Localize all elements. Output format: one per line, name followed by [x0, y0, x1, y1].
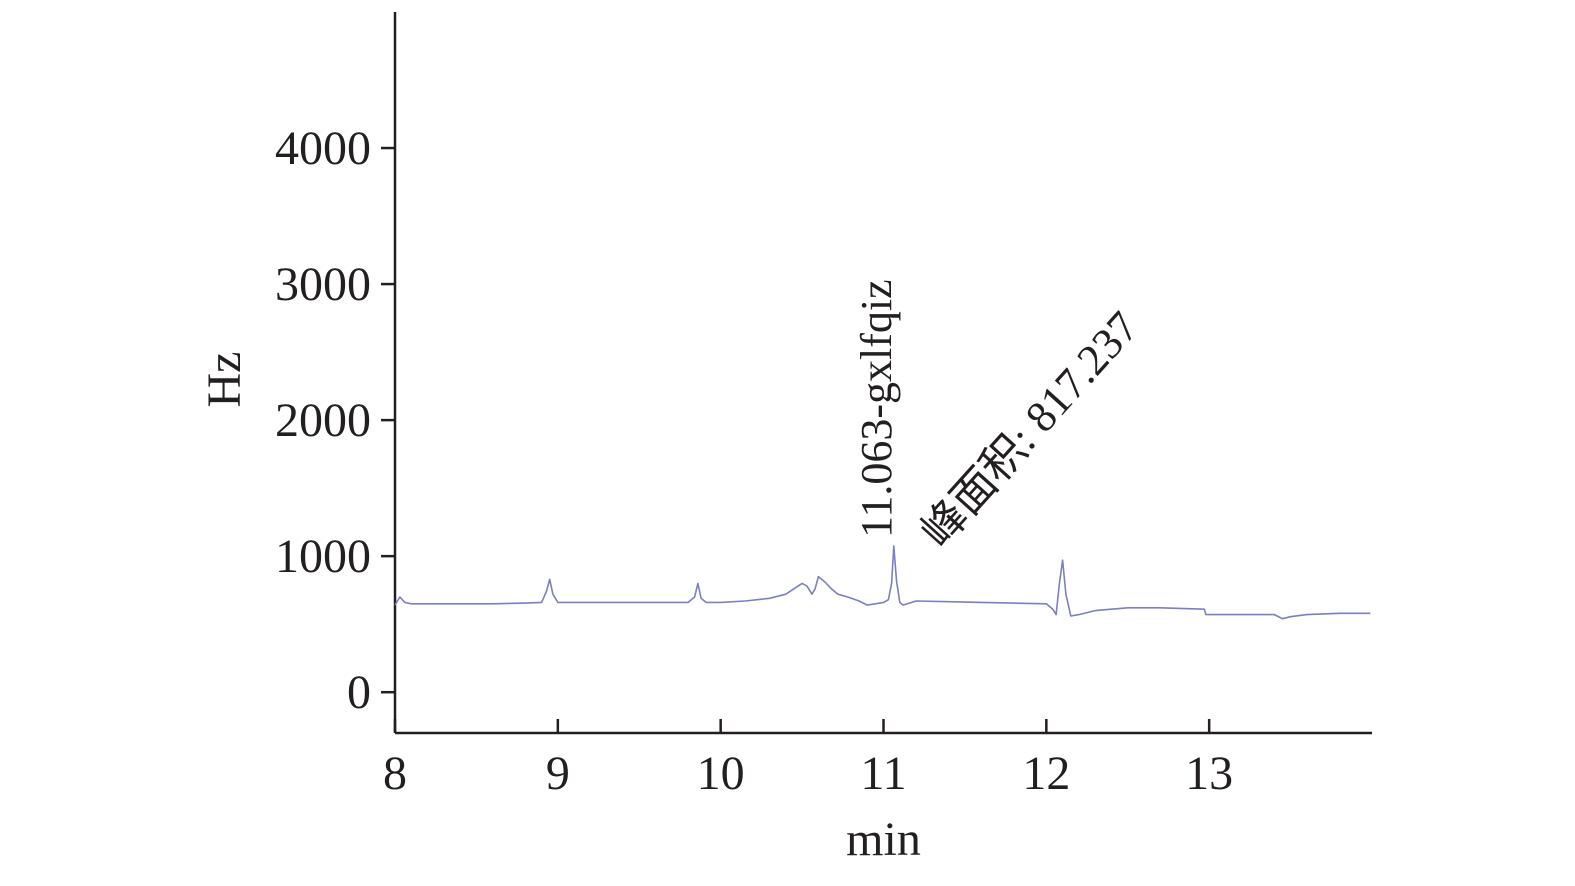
- x-tick-label: 8: [383, 747, 407, 800]
- y-axis-label: Hz: [198, 352, 251, 408]
- x-tick-label: 11: [860, 747, 906, 800]
- x-tick-label: 10: [697, 747, 745, 800]
- x-axis-label: min: [846, 813, 921, 866]
- x-axis-ticks: 8 9 10 11 12 13: [383, 719, 1233, 800]
- y-tick-label: 3000: [275, 258, 371, 311]
- y-axis-ticks: 0 1000 2000 3000 4000: [275, 122, 395, 719]
- peak-retention-label: 11.063-gxlfqiz: [852, 279, 901, 538]
- peak-area-label: 峰面积: 817.237: [912, 302, 1148, 556]
- y-tick-label: 2000: [275, 394, 371, 447]
- chromatogram-trace: [394, 545, 1371, 620]
- x-tick-label: 13: [1185, 747, 1233, 800]
- y-tick-label: 4000: [275, 122, 371, 175]
- y-tick-label: 0: [347, 666, 371, 719]
- x-tick-label: 12: [1022, 747, 1070, 800]
- x-tick-label: 9: [546, 747, 570, 800]
- y-tick-label: 1000: [275, 530, 371, 583]
